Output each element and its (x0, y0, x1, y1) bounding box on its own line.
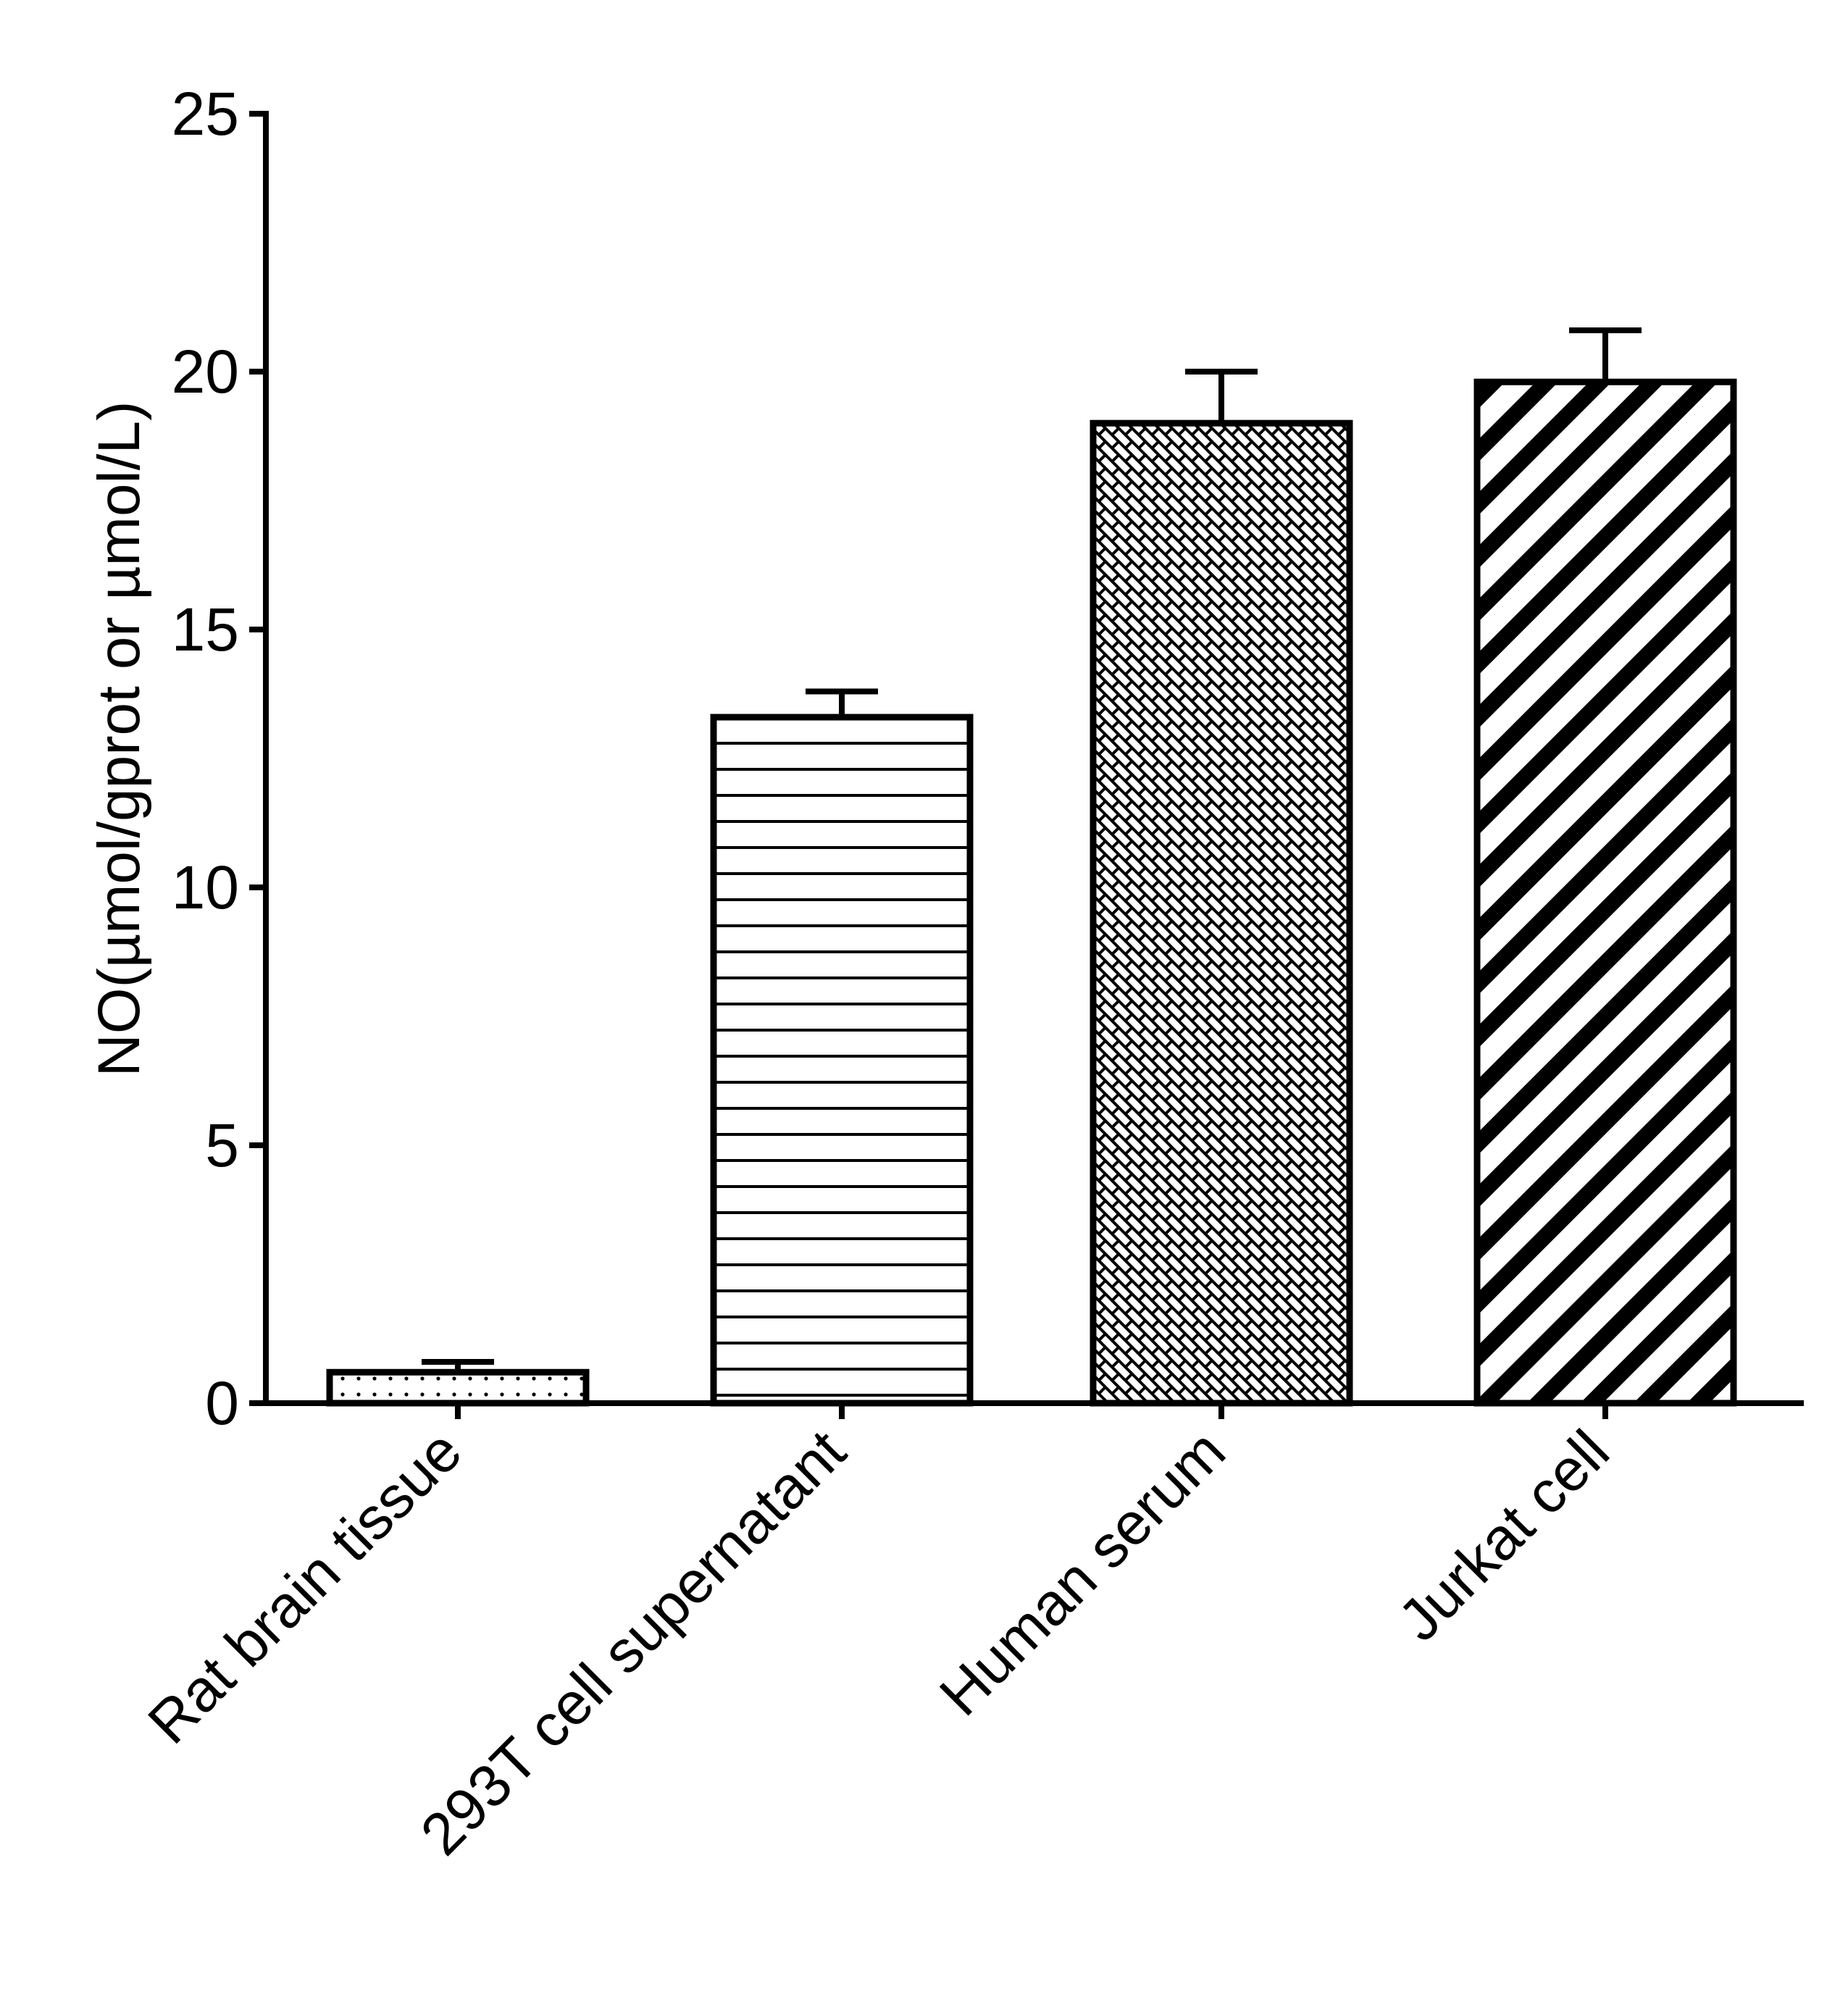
bar (1090, 419, 1353, 1407)
bar (1473, 378, 1737, 1407)
bar (710, 714, 974, 1407)
y-tick-label: 10 (172, 853, 239, 921)
y-tick-label: 25 (172, 80, 239, 148)
y-tick-label: 15 (172, 595, 239, 664)
x-tick-label: 293T cell supernatant (409, 1418, 858, 1868)
y-axis-ticks: 0 5 10 15 20 25 (172, 80, 266, 1437)
bar (326, 1368, 590, 1407)
y-tick-label: 0 (205, 1369, 239, 1437)
y-tick-label: 5 (205, 1111, 239, 1179)
x-tick-label: Jurkat cell (1386, 1418, 1621, 1653)
y-axis-label: NO(µmol/gprot or µmol/L) (86, 401, 152, 1077)
x-tick-label: Human serum (927, 1418, 1237, 1728)
bars (326, 327, 1737, 1407)
x-tick-label: Rat brain tissue (136, 1418, 474, 1756)
y-tick-label: 20 (172, 338, 239, 406)
